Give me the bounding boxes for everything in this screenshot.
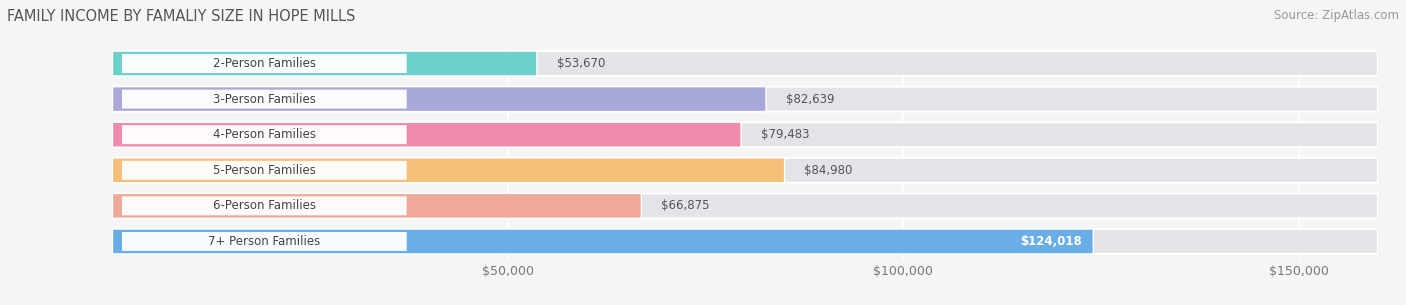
FancyBboxPatch shape (112, 122, 1378, 147)
FancyBboxPatch shape (112, 158, 785, 183)
Text: FAMILY INCOME BY FAMALIY SIZE IN HOPE MILLS: FAMILY INCOME BY FAMALIY SIZE IN HOPE MI… (7, 9, 356, 24)
FancyBboxPatch shape (112, 229, 1094, 254)
FancyBboxPatch shape (112, 87, 766, 112)
FancyBboxPatch shape (112, 193, 641, 218)
Text: $66,875: $66,875 (661, 199, 710, 212)
FancyBboxPatch shape (112, 122, 741, 147)
Text: 7+ Person Families: 7+ Person Families (208, 235, 321, 248)
FancyBboxPatch shape (122, 161, 406, 180)
Text: $124,018: $124,018 (1019, 235, 1081, 248)
FancyBboxPatch shape (112, 158, 1378, 183)
Text: 4-Person Families: 4-Person Families (212, 128, 316, 141)
Text: $82,639: $82,639 (786, 93, 834, 106)
Text: $53,670: $53,670 (557, 57, 605, 70)
Text: 3-Person Families: 3-Person Families (212, 93, 316, 106)
Text: 5-Person Families: 5-Person Families (212, 164, 316, 177)
FancyBboxPatch shape (112, 51, 537, 76)
FancyBboxPatch shape (112, 193, 1378, 218)
FancyBboxPatch shape (122, 54, 406, 73)
FancyBboxPatch shape (122, 90, 406, 109)
FancyBboxPatch shape (112, 229, 1378, 254)
Text: $79,483: $79,483 (761, 128, 810, 141)
Text: 6-Person Families: 6-Person Families (212, 199, 316, 212)
FancyBboxPatch shape (122, 196, 406, 215)
FancyBboxPatch shape (112, 87, 1378, 112)
Text: 2-Person Families: 2-Person Families (212, 57, 316, 70)
FancyBboxPatch shape (122, 232, 406, 251)
Text: Source: ZipAtlas.com: Source: ZipAtlas.com (1274, 9, 1399, 22)
FancyBboxPatch shape (122, 125, 406, 144)
FancyBboxPatch shape (112, 51, 1378, 76)
Text: $84,980: $84,980 (804, 164, 852, 177)
